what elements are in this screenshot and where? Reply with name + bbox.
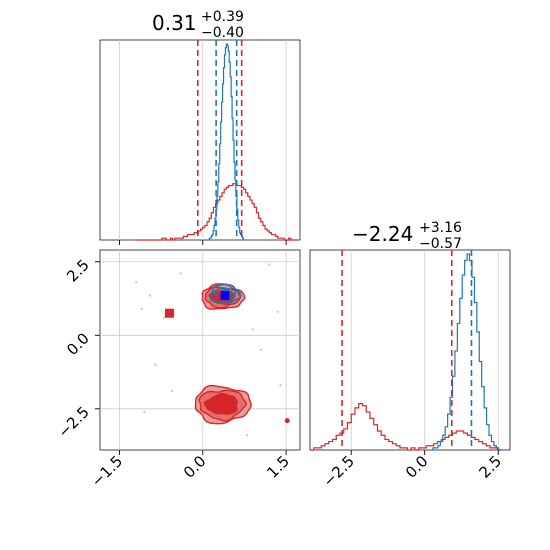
title-param-1-value: 0.31 [152,11,197,35]
outlier-point-9 [268,263,271,266]
title-param-1: 0.31 +0.39 −0.40 [152,9,244,41]
title-param-1-plus: +0.39 [201,9,244,25]
histogram-param-1-series-1 [136,183,298,241]
joint-contours [134,263,282,437]
histogram-param-1-series-2 [208,43,245,241]
outlier-point-4 [251,328,254,331]
title-param-2-plus: +3.16 [419,220,462,236]
joint-x-tick-label-1: 0.0 [180,452,210,482]
right-x-tick-label-2: 2.5 [475,452,505,482]
right-x-tick-label-0: −2.5 [320,452,358,490]
marginal-panel-param-1 [99,39,301,241]
joint-x-tick-label-2: 1.5 [263,452,293,482]
right-x-tick-label-1: 0.0 [402,452,432,482]
joint-y-tick-label-1: 0.0 [63,329,93,359]
marker-2 [220,291,230,301]
outlier-point-11 [246,434,249,437]
title-param-2-value: −2.24 [352,222,413,246]
joint-y-tick-label-2: 2.5 [63,256,93,286]
joint-markers [164,291,290,424]
marginal-histograms [136,43,502,451]
outlier-point-1 [148,294,152,297]
title-param-1-minus: −0.40 [201,25,244,41]
outlier-point-10 [134,281,138,284]
outlier-point-3 [140,307,143,311]
outlier-point-2 [162,316,166,319]
marginal-panel-param-2 [309,249,511,451]
joint-y-tick-label-0: −2.5 [54,403,92,441]
outlier-point-13 [276,310,279,313]
outlier-point-7 [279,384,282,387]
outlier-point-14 [143,410,146,413]
outlier-point-6 [154,363,157,366]
joint-panel [99,249,301,451]
contour-outer-3 [209,283,242,305]
axis-ticks: −1.5 0.0 1.5 −2.5 0.0 2.5 −2.5 0.0 2.5 [54,240,505,491]
contour-inner-3 [213,286,237,302]
marker-5 [284,418,290,424]
grid-lines [100,40,499,450]
histogram-param-2-series-2 [430,253,502,451]
outlier-point-12 [179,272,182,275]
outlier-point-8 [171,389,174,393]
quantile-lines [196,40,473,450]
joint-x-tick-label-0: −1.5 [88,452,126,490]
outlier-point-5 [259,348,263,352]
title-param-2-minus: −0.57 [419,236,462,252]
marker-3 [164,308,174,318]
title-param-2: −2.24 +3.16 −0.57 [352,220,462,252]
marker-4 [217,401,227,411]
histogram-param-2-series-1 [310,403,502,451]
